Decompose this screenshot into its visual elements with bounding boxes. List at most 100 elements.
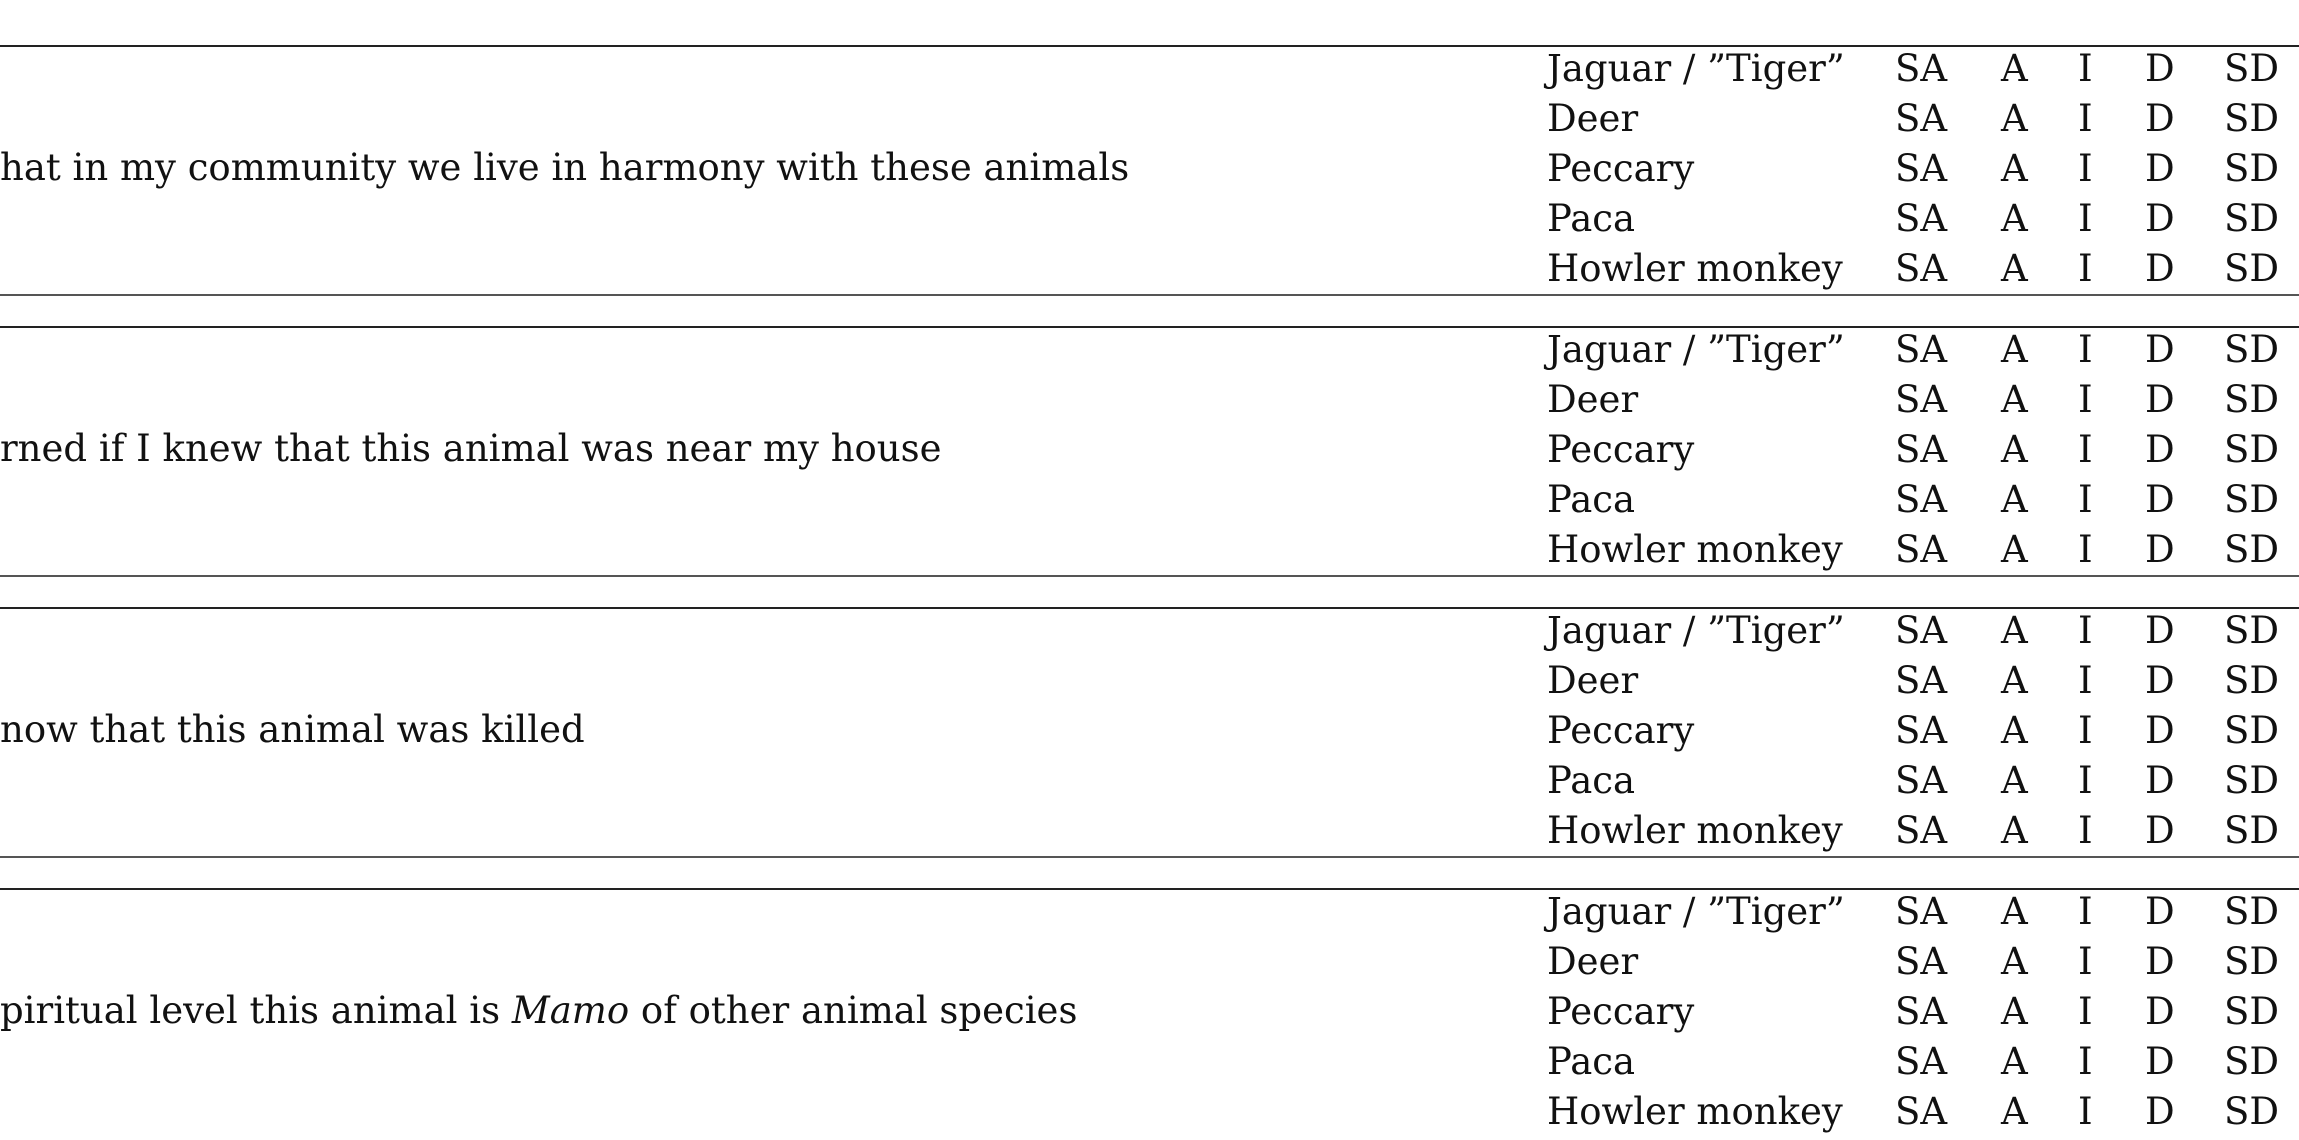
scale-option-i[interactable]: I [2078,197,2093,240]
scale-option-a[interactable]: A [2001,247,2028,290]
scale-option-sa[interactable]: SA [1895,809,1948,852]
scale-option-d[interactable]: D [2145,709,2175,752]
scale-option-d[interactable]: D [2145,328,2175,371]
scale-option-i[interactable]: I [2078,97,2093,140]
scale-option-sa[interactable]: SA [1895,197,1948,240]
scale-option-a[interactable]: A [2001,609,2028,652]
scale-option-sd[interactable]: SD [2224,890,2280,933]
scale-option-a[interactable]: A [2001,990,2028,1033]
scale-option-a[interactable]: A [2001,809,2028,852]
scale-option-a[interactable]: A [2001,378,2028,421]
scale-option-a[interactable]: A [2001,709,2028,752]
scale-option-d[interactable]: D [2145,990,2175,1033]
scale-option-i[interactable]: I [2078,990,2093,1033]
scale-option-i[interactable]: I [2078,940,2093,983]
scale-option-a[interactable]: A [2001,428,2028,471]
scale-option-sd[interactable]: SD [2224,809,2280,852]
scale-option-a[interactable]: A [2001,528,2028,571]
scale-option-i[interactable]: I [2078,528,2093,571]
scale-option-i[interactable]: I [2078,328,2093,371]
scale-option-sd[interactable]: SD [2224,709,2280,752]
scale-option-a[interactable]: A [2001,197,2028,240]
scale-option-sd[interactable]: SD [2224,47,2280,90]
scale-option-sa[interactable]: SA [1895,1040,1948,1083]
scale-option-d[interactable]: D [2145,890,2175,933]
scale-option-a[interactable]: A [2001,47,2028,90]
scale-option-i[interactable]: I [2078,890,2093,933]
scale-option-sd[interactable]: SD [2224,1040,2280,1083]
scale-option-sa[interactable]: SA [1895,990,1948,1033]
scale-option-a[interactable]: A [2001,890,2028,933]
scale-option-sa[interactable]: SA [1895,147,1948,190]
scale-option-sd[interactable]: SD [2224,478,2280,521]
scale-option-i[interactable]: I [2078,759,2093,802]
scale-option-i[interactable]: I [2078,609,2093,652]
scale-option-sd[interactable]: SD [2224,97,2280,140]
scale-option-sa[interactable]: SA [1895,97,1948,140]
scale-option-sd[interactable]: SD [2224,147,2280,190]
scale-option-d[interactable]: D [2145,1040,2175,1083]
scale-option-d[interactable]: D [2145,47,2175,90]
scale-option-d[interactable]: D [2145,940,2175,983]
scale-option-sa[interactable]: SA [1895,659,1948,702]
scale-option-a[interactable]: A [2001,147,2028,190]
scale-option-a[interactable]: A [2001,940,2028,983]
scale-option-sd[interactable]: SD [2224,659,2280,702]
scale-option-d[interactable]: D [2145,1090,2175,1133]
scale-option-sa[interactable]: SA [1895,328,1948,371]
scale-option-d[interactable]: D [2145,759,2175,802]
scale-option-sa[interactable]: SA [1895,428,1948,471]
scale-option-d[interactable]: D [2145,428,2175,471]
scale-option-sa[interactable]: SA [1895,609,1948,652]
scale-option-i[interactable]: I [2078,428,2093,471]
scale-option-d[interactable]: D [2145,809,2175,852]
scale-option-i[interactable]: I [2078,147,2093,190]
scale-option-i[interactable]: I [2078,1090,2093,1133]
scale-option-sd[interactable]: SD [2224,759,2280,802]
scale-option-d[interactable]: D [2145,528,2175,571]
scale-option-d[interactable]: D [2145,97,2175,140]
scale-option-d[interactable]: D [2145,247,2175,290]
scale-option-i[interactable]: I [2078,1040,2093,1083]
scale-option-a[interactable]: A [2001,478,2028,521]
scale-option-i[interactable]: I [2078,809,2093,852]
scale-option-d[interactable]: D [2145,659,2175,702]
scale-option-a[interactable]: A [2001,1040,2028,1083]
scale-option-sa[interactable]: SA [1895,528,1948,571]
scale-option-i[interactable]: I [2078,478,2093,521]
scale-option-d[interactable]: D [2145,478,2175,521]
scale-option-d[interactable]: D [2145,609,2175,652]
scale-option-i[interactable]: I [2078,709,2093,752]
scale-option-sa[interactable]: SA [1895,759,1948,802]
scale-option-sa[interactable]: SA [1895,1090,1948,1133]
scale-option-i[interactable]: I [2078,47,2093,90]
scale-option-sa[interactable]: SA [1895,478,1948,521]
scale-option-sa[interactable]: SA [1895,378,1948,421]
scale-option-sd[interactable]: SD [2224,609,2280,652]
scale-option-sd[interactable]: SD [2224,378,2280,421]
scale-option-sd[interactable]: SD [2224,197,2280,240]
scale-option-i[interactable]: I [2078,659,2093,702]
scale-option-sd[interactable]: SD [2224,990,2280,1033]
scale-option-sd[interactable]: SD [2224,528,2280,571]
scale-option-d[interactable]: D [2145,378,2175,421]
scale-option-sd[interactable]: SD [2224,247,2280,290]
scale-option-sa[interactable]: SA [1895,940,1948,983]
scale-option-a[interactable]: A [2001,759,2028,802]
scale-option-sa[interactable]: SA [1895,709,1948,752]
scale-option-sd[interactable]: SD [2224,428,2280,471]
scale-option-sd[interactable]: SD [2224,940,2280,983]
scale-option-d[interactable]: D [2145,147,2175,190]
scale-option-sa[interactable]: SA [1895,247,1948,290]
scale-option-a[interactable]: A [2001,1090,2028,1133]
scale-option-a[interactable]: A [2001,97,2028,140]
scale-option-i[interactable]: I [2078,378,2093,421]
scale-option-i[interactable]: I [2078,247,2093,290]
scale-option-a[interactable]: A [2001,659,2028,702]
scale-option-sd[interactable]: SD [2224,1090,2280,1133]
scale-option-sa[interactable]: SA [1895,47,1948,90]
scale-option-a[interactable]: A [2001,328,2028,371]
scale-option-sa[interactable]: SA [1895,890,1948,933]
scale-option-sd[interactable]: SD [2224,328,2280,371]
scale-option-d[interactable]: D [2145,197,2175,240]
